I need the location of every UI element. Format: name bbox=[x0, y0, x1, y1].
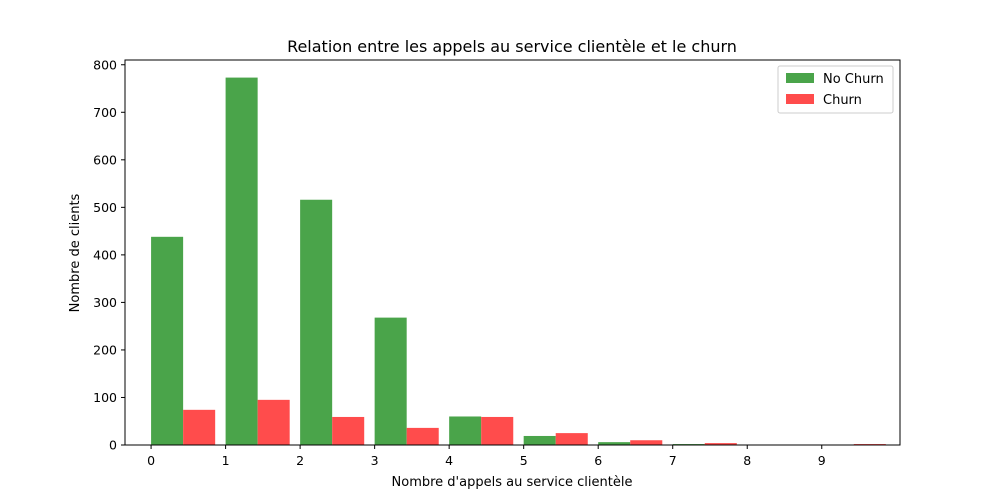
x-tick-label: 2 bbox=[296, 453, 304, 468]
bar-churn-3 bbox=[406, 427, 439, 445]
x-tick-label: 6 bbox=[594, 453, 602, 468]
bar-no-churn-4 bbox=[449, 416, 482, 445]
legend-swatch-churn bbox=[786, 94, 814, 104]
x-axis-label: Nombre d'appels au service clientèle bbox=[392, 475, 633, 490]
y-tick-label: 400 bbox=[93, 247, 117, 262]
bar-churn-0 bbox=[183, 409, 216, 445]
bars-layer bbox=[151, 77, 886, 445]
bar-churn-4 bbox=[481, 416, 514, 445]
x-tick-label: 0 bbox=[147, 453, 155, 468]
x-tick-label: 5 bbox=[520, 453, 528, 468]
y-tick-label: 300 bbox=[93, 295, 117, 310]
x-tick-label: 3 bbox=[371, 453, 379, 468]
y-tick-label: 500 bbox=[93, 200, 117, 215]
bar-no-churn-0 bbox=[151, 236, 184, 445]
legend-label-churn: Churn bbox=[823, 93, 862, 108]
y-axis-ticks: 0 100 200 300 400 500 600 700 800 bbox=[93, 57, 125, 453]
legend-label-no-churn: No Churn bbox=[823, 72, 884, 87]
legend-swatch-no-churn bbox=[786, 73, 814, 83]
x-tick-label: 9 bbox=[818, 453, 826, 468]
bar-no-churn-3 bbox=[374, 317, 407, 445]
bar-churn-1 bbox=[257, 399, 290, 445]
y-tick-label: 100 bbox=[93, 390, 117, 405]
plot-frame bbox=[124, 59, 901, 446]
y-tick-label: 700 bbox=[93, 105, 117, 120]
bar-churn-6 bbox=[630, 440, 663, 445]
bar-no-churn-5 bbox=[523, 435, 556, 445]
bar-churn-5 bbox=[555, 433, 588, 445]
x-axis-ticks: 0 1 2 3 4 5 6 7 8 9 bbox=[147, 445, 826, 468]
chart-title: Relation entre les appels au service cli… bbox=[287, 37, 737, 56]
bar-churn-7 bbox=[704, 443, 737, 445]
x-tick-label: 1 bbox=[222, 453, 230, 468]
y-tick-label: 0 bbox=[109, 438, 117, 453]
x-tick-label: 7 bbox=[669, 453, 677, 468]
x-tick-label: 4 bbox=[445, 453, 453, 468]
x-tick-label: 8 bbox=[743, 453, 751, 468]
legend: No Churn Churn bbox=[777, 65, 894, 114]
bar-no-churn-2 bbox=[300, 199, 333, 445]
bar-no-churn-1 bbox=[225, 77, 258, 445]
bar-churn-2 bbox=[332, 416, 365, 445]
bar-no-churn-6 bbox=[598, 442, 631, 445]
y-axis-label: Nombre de clients bbox=[68, 193, 83, 312]
y-tick-label: 600 bbox=[93, 152, 117, 167]
y-tick-label: 200 bbox=[93, 342, 117, 357]
y-tick-label: 800 bbox=[93, 57, 117, 72]
